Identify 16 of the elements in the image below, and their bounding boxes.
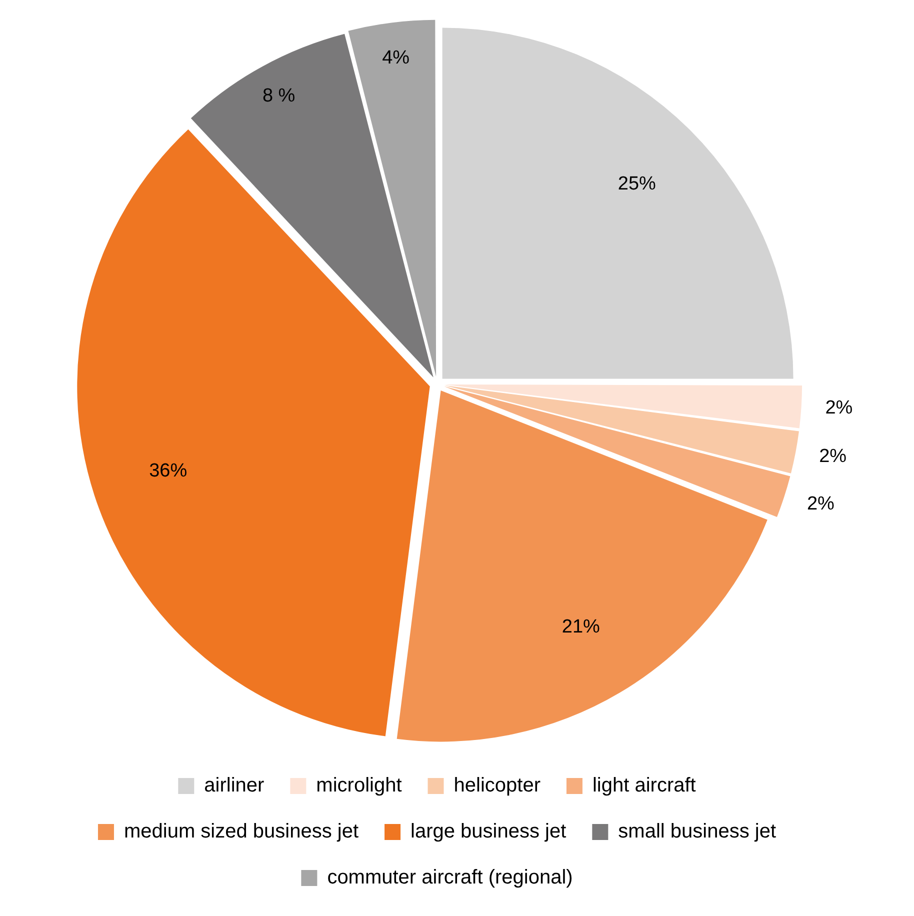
data-label: 25% (618, 173, 656, 194)
legend-label: small business jet (618, 820, 776, 843)
data-label: 2% (806, 493, 835, 514)
data-label: 8 % (262, 86, 296, 106)
data-label: 4% (382, 47, 410, 68)
data-label: 36% (149, 460, 188, 482)
legend-label: microlight (316, 774, 402, 797)
data-label: 21% (562, 616, 600, 638)
legend-label: helicopter (454, 774, 541, 797)
legend-label: commuter aircraft (regional) (327, 866, 573, 889)
legend-label: light aircraft (592, 774, 696, 797)
data-label: 2% (825, 398, 853, 419)
data-label: 2% (819, 446, 847, 468)
legend-label: large business jet (410, 820, 567, 843)
legend-label: airliner (204, 774, 265, 797)
legend-label: medium sized business jet (124, 820, 359, 843)
